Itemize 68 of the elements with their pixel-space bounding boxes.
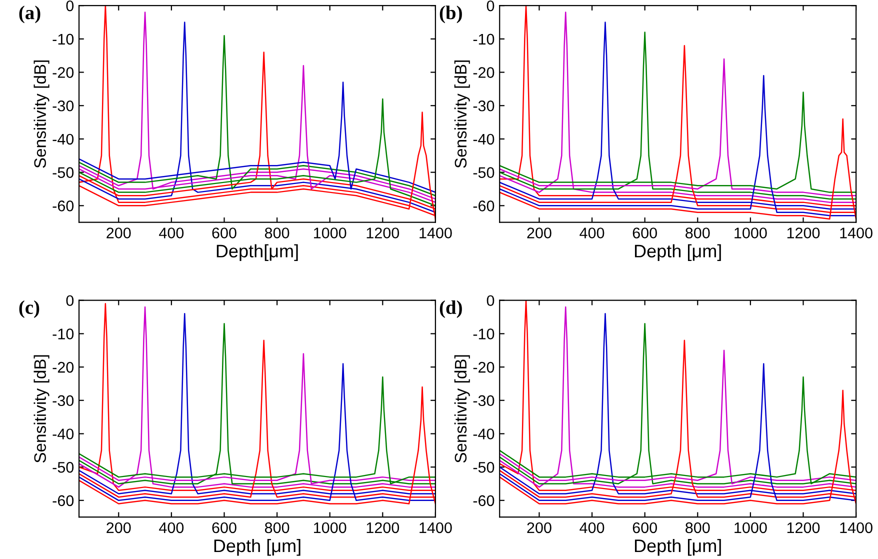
- y-tick-label: -60: [52, 200, 74, 212]
- y-tick-label: -40: [473, 134, 494, 145]
- x-tick-label: 1400: [840, 228, 872, 238]
- x-tick-label: 1000: [734, 522, 767, 534]
- y-tick-label: 0: [66, 295, 74, 306]
- x-tick-label: 800: [264, 522, 290, 534]
- x-axis-title: Depth [μm]: [634, 538, 721, 556]
- x-tick-label: 1000: [314, 228, 346, 238]
- x-tick-label: 800: [686, 228, 710, 238]
- x-tick-label: 600: [632, 522, 657, 534]
- chart-title: (d): [440, 300, 462, 318]
- y-tick-label: 0: [66, 0, 74, 12]
- y-tick-label: -20: [473, 67, 494, 78]
- x-axis-title: Depth [μm]: [634, 244, 721, 262]
- y-tick-label: -40: [52, 428, 74, 440]
- y-tick-label: -20: [473, 362, 494, 373]
- x-tick-label: 800: [264, 228, 290, 238]
- y-axis-title: Sensitivity [dB]: [34, 60, 50, 168]
- y-tick-label: -50: [473, 462, 494, 473]
- x-tick-label: 200: [106, 228, 131, 238]
- x-tick-label: 200: [527, 228, 552, 238]
- x-tick-label: 1000: [734, 228, 767, 238]
- y-tick-label: -30: [52, 395, 74, 406]
- x-axis-title: Depth[μm]: [216, 244, 298, 262]
- x-tick-label: 1200: [787, 522, 820, 534]
- y-tick-label: -10: [473, 34, 494, 45]
- y-tick-label: -30: [52, 100, 74, 112]
- y-axis-title: Sensitivity [dB]: [34, 355, 50, 463]
- x-tick-label: 600: [212, 522, 236, 534]
- x-tick-label: 1200: [366, 228, 400, 238]
- y-tick-label: -50: [52, 167, 74, 178]
- x-tick-label: 600: [632, 228, 657, 238]
- chart-title: (c): [19, 300, 40, 318]
- chart-title: (b): [440, 6, 462, 24]
- x-tick-label: 800: [686, 522, 710, 534]
- x-tick-label: 200: [106, 522, 131, 534]
- y-tick-label: -60: [473, 200, 494, 212]
- x-tick-label: 1200: [787, 228, 820, 238]
- y-tick-label: -10: [52, 328, 74, 340]
- chart-title: (a): [19, 6, 40, 24]
- x-tick-label: 600: [212, 228, 236, 238]
- x-tick-label: 1200: [366, 522, 400, 534]
- y-tick-label: -10: [473, 328, 494, 340]
- y-tick-label: -10: [52, 34, 74, 45]
- x-tick-label: 400: [580, 228, 604, 238]
- y-tick-label: -40: [52, 134, 74, 145]
- y-tick-label: -50: [473, 167, 494, 178]
- x-tick-label: 200: [527, 522, 552, 534]
- y-tick-label: -40: [473, 428, 494, 440]
- y-tick-label: -30: [473, 395, 494, 406]
- y-axis-title: Sensitivity [dB]: [454, 355, 470, 463]
- x-tick-label: 400: [159, 228, 184, 238]
- x-tick-label: 1400: [420, 228, 452, 238]
- y-tick-label: -30: [473, 100, 494, 112]
- y-tick-label: -60: [52, 495, 74, 506]
- y-tick-label: 0: [486, 0, 494, 12]
- y-tick-label: 0: [486, 295, 494, 306]
- x-tick-label: 400: [159, 522, 184, 534]
- x-tick-label: 400: [580, 522, 604, 534]
- x-tick-label: 1000: [314, 522, 346, 534]
- x-axis-title: Depth [μm]: [214, 538, 300, 556]
- y-axis-title: Sensitivity [dB]: [454, 60, 470, 168]
- y-tick-label: -20: [52, 67, 74, 78]
- y-tick-label: -20: [52, 362, 74, 373]
- x-tick-label: 1400: [420, 522, 452, 534]
- y-tick-label: -60: [473, 495, 494, 506]
- y-tick-label: -50: [52, 462, 74, 473]
- x-tick-label: 1400: [840, 522, 872, 534]
